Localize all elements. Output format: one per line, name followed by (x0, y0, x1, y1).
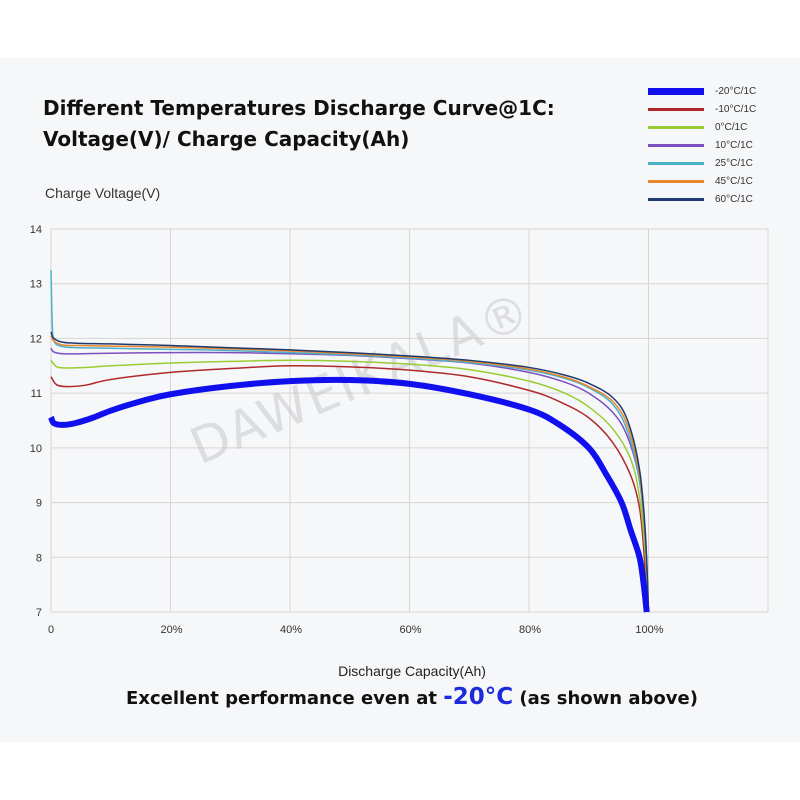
legend-label: 60°C/1C (715, 193, 753, 205)
y-tick-label: 13 (30, 279, 42, 291)
y-tick-label: 12 (30, 333, 42, 345)
legend-label: -10°C/1C (715, 103, 757, 115)
chart-panel (0, 58, 800, 742)
legend-label: 10°C/1C (715, 139, 753, 151)
x-tick-label: 80% (519, 624, 541, 636)
legend-label: 25°C/1C (715, 157, 753, 169)
y-axis-label: Charge Voltage(V) (45, 185, 161, 201)
legend-label: 45°C/1C (715, 175, 753, 187)
y-tick-label: 14 (30, 224, 42, 236)
legend-swatch (648, 87, 704, 95)
legend-item: 60°C/1C (648, 190, 788, 208)
caption-highlight: -20°C (443, 684, 514, 710)
y-tick-label: 11 (31, 388, 42, 400)
y-tick-label: 8 (36, 552, 42, 564)
caption-suffix: (as shown above) (513, 688, 698, 709)
x-tick-labels: 0 20% 40% 60% 80% 100% (48, 624, 664, 636)
y-tick-label: 7 (36, 607, 42, 619)
legend-swatch (648, 161, 704, 165)
y-tick-label: 9 (36, 498, 42, 510)
legend-item: 45°C/1C (648, 172, 788, 190)
legend-swatch (648, 197, 704, 201)
series-lines (48, 270, 650, 613)
legend-item: 0°C/1C (648, 118, 788, 136)
legend-label: 0°C/1C (715, 121, 748, 133)
chart-title-line-2: Voltage(V)/ Charge Capacity(Ah) (43, 127, 410, 151)
legend-item: 10°C/1C (648, 136, 788, 154)
series-line-25°C/1C (50, 270, 650, 613)
y-tick-labels: 7 8 9 10 11 12 13 14 (30, 224, 42, 619)
chart-title: Different Temperatures Discharge Curve@1… (43, 93, 555, 155)
chart-title-line-1: Different Temperatures Discharge Curve@1… (43, 96, 555, 120)
legend-item: -10°C/1C (648, 100, 788, 118)
legend-item: 25°C/1C (648, 154, 788, 172)
caption-prefix: Excellent performance even at (126, 688, 444, 709)
legend-swatch (648, 107, 704, 111)
x-tick-label: 60% (399, 624, 421, 636)
x-tick-label: 20% (160, 624, 182, 636)
legend: -20°C/1C -10°C/1C 0°C/1C 10°C/1C 25°C/1C 45°C… (648, 82, 788, 208)
caption: Excellent performance even at -20°C (as … (0, 684, 800, 710)
series-line-0°C/1C (50, 359, 650, 613)
x-tick-label: 40% (280, 624, 302, 636)
y-tick-label: 10 (30, 443, 42, 455)
series-line--20°C/1C (48, 376, 650, 613)
series-line-60°C/1C (50, 331, 650, 613)
legend-item: -20°C/1C (648, 82, 788, 100)
grid (50, 228, 769, 613)
series-line--10°C/1C (50, 364, 648, 613)
legend-swatch (648, 125, 704, 129)
x-axis-label: Discharge Capacity(Ah) (338, 663, 486, 679)
x-tick-label: 100% (635, 624, 663, 636)
x-tick-label: 0 (48, 624, 54, 636)
series-line-45°C/1C (50, 335, 650, 613)
legend-swatch (648, 143, 704, 147)
legend-label: -20°C/1C (715, 85, 757, 97)
legend-swatch (648, 179, 704, 183)
